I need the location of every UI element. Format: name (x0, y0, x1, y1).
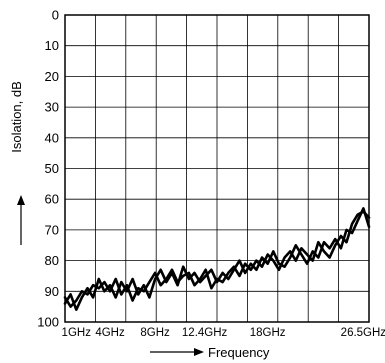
x-tick-label-3: 12.4GHz (182, 327, 228, 339)
y-tick-label-10: 100 (37, 315, 59, 330)
y-tick-label-7: 70 (45, 222, 59, 237)
y-tick-label-5: 50 (45, 161, 59, 176)
x-tick-labels: 1GHz 4GHz 8GHz 12.4GHz 18GHz 26.5GHz (62, 327, 385, 339)
y-tick-label-8: 80 (45, 253, 59, 268)
y-tick-label-0: 0 (52, 8, 59, 23)
y-tick-label-4: 40 (45, 130, 59, 145)
y-axis-label: Isolation, dB (9, 81, 24, 153)
x-axis-arrow (150, 348, 204, 356)
series-line-2 (63, 207, 371, 312)
series-group (63, 207, 371, 312)
x-tick-label-2: 8GHz (140, 327, 170, 339)
y-axis-title-group: Isolation, dB (9, 81, 24, 153)
x-tick-label-1: 4GHz (95, 327, 125, 339)
x-axis-label: Frequency (208, 345, 270, 360)
x-tick-label-0: 1GHz (62, 327, 92, 339)
y-tick-label-6: 60 (45, 192, 59, 207)
y-tick-label-1: 10 (45, 38, 59, 53)
plot-frame (64, 14, 370, 323)
y-tick-label-9: 90 (45, 284, 59, 299)
y-tick-label-3: 30 (45, 100, 59, 115)
y-tick-label-2: 20 (45, 69, 59, 84)
y-tick-labels: 0 10 20 30 40 50 60 70 80 90 100 (37, 8, 59, 330)
x-tick-label-5: 26.5GHz (341, 327, 385, 339)
y-axis-arrow (17, 195, 25, 245)
x-tick-label-4: 18GHz (250, 327, 286, 339)
grid (65, 14, 369, 323)
